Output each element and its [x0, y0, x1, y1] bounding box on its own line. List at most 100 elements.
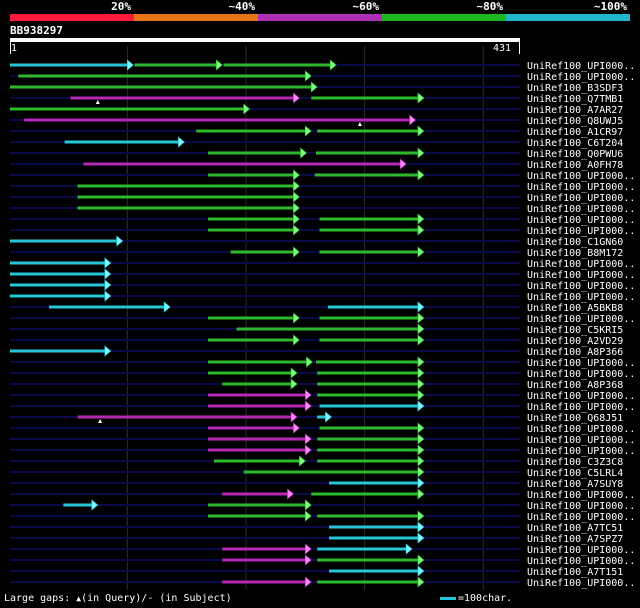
hit-label[interactable]: UniRef100_B3SDF3 [527, 83, 623, 94]
hit-label[interactable]: UniRef100_C6T204 [527, 138, 623, 149]
hit-label[interactable]: UniRef100_UPI000.. [527, 490, 635, 501]
hit-label[interactable]: UniRef100_UPI000.. [527, 501, 635, 512]
hit-segment-bar[interactable] [317, 129, 419, 133]
hit-label[interactable]: UniRef100_A7T151 [527, 567, 623, 578]
hit-segment-bar[interactable] [77, 206, 295, 210]
hit-segment[interactable] [63, 499, 99, 511]
hit-segment-bar[interactable] [77, 415, 293, 419]
hit-segment[interactable] [208, 433, 312, 445]
hit-segment[interactable] [10, 59, 134, 71]
hit-segment[interactable] [208, 169, 300, 181]
hit-segment-bar[interactable] [24, 118, 411, 122]
hit-segment-bar[interactable] [230, 250, 295, 254]
hit-label[interactable]: UniRef100_UPI000.. [527, 259, 635, 270]
hit-segment[interactable] [10, 290, 112, 302]
hit-label[interactable]: UniRef100_UPI000.. [527, 193, 635, 204]
hit-segment[interactable] [64, 136, 185, 148]
hit-segment[interactable] [208, 147, 307, 159]
hit-segment-bar[interactable] [10, 107, 245, 111]
hit-segment-bar[interactable] [208, 371, 293, 375]
hit-segment[interactable] [222, 576, 312, 588]
hit-segment-bar[interactable] [63, 503, 93, 507]
hit-label[interactable]: UniRef100_Q68J51 [527, 413, 623, 424]
hit-segment-bar[interactable] [208, 360, 308, 364]
hit-segment[interactable] [329, 532, 425, 544]
hit-label[interactable]: UniRef100_UPI000.. [527, 292, 635, 303]
hit-segment-bar[interactable] [208, 228, 295, 232]
hit-segment[interactable] [10, 235, 124, 247]
hit-segment-bar[interactable] [314, 173, 419, 177]
hit-segment[interactable] [10, 279, 112, 291]
hit-label[interactable]: UniRef100_B8M172 [527, 248, 623, 259]
hit-segment[interactable] [208, 389, 312, 401]
hit-segment[interactable] [10, 345, 112, 357]
hit-segment-bar[interactable] [223, 63, 332, 67]
hit-segment[interactable] [208, 356, 313, 368]
hit-segment[interactable] [317, 411, 332, 423]
hit-segment-bar[interactable] [208, 404, 307, 408]
hit-segment-bar[interactable] [316, 151, 419, 155]
hit-segment-bar[interactable] [222, 492, 289, 496]
hit-segment-bar[interactable] [10, 63, 129, 67]
hit-segment-bar[interactable] [317, 448, 419, 452]
hit-segment[interactable] [222, 488, 294, 500]
hit-segment[interactable] [327, 301, 425, 313]
hit-label[interactable]: UniRef100_A7SPZ7 [527, 534, 623, 545]
hit-segment-bar[interactable] [317, 580, 419, 584]
hit-label[interactable]: UniRef100_A1CR97 [527, 127, 623, 138]
hit-label[interactable]: UniRef100_UPI000.. [527, 369, 635, 380]
hit-label[interactable]: UniRef100_A7SUY8 [527, 479, 623, 490]
hit-label[interactable]: UniRef100_UPI000.. [527, 281, 635, 292]
hit-segment-bar[interactable] [319, 316, 419, 320]
hit-segment-bar[interactable] [311, 96, 419, 100]
hit-segment[interactable] [77, 180, 300, 192]
hit-segment[interactable] [208, 312, 300, 324]
hit-segment-bar[interactable] [319, 228, 419, 232]
hit-label[interactable]: UniRef100_A8P368 [527, 380, 623, 391]
hit-segment-bar[interactable] [236, 327, 419, 331]
hit-segment-bar[interactable] [214, 459, 301, 463]
hit-segment[interactable] [329, 521, 425, 533]
hit-segment[interactable] [208, 510, 312, 522]
hit-segment-bar[interactable] [196, 129, 307, 133]
hit-label[interactable]: UniRef100_UPI000.. [527, 556, 635, 567]
hit-segment-bar[interactable] [327, 305, 419, 309]
hit-label[interactable]: UniRef100_A2VD29 [527, 336, 623, 347]
hit-segment-bar[interactable] [208, 426, 295, 430]
hit-segment[interactable] [329, 565, 425, 577]
hit-label[interactable]: UniRef100_UPI000.. [527, 435, 635, 446]
hit-label[interactable]: UniRef100_C5KRI5 [527, 325, 623, 336]
hit-segment-bar[interactable] [243, 470, 419, 474]
hit-segment-bar[interactable] [317, 547, 408, 551]
hit-segment[interactable] [317, 367, 425, 379]
hit-segment[interactable] [222, 554, 312, 566]
hit-segment[interactable] [236, 323, 425, 335]
hit-label[interactable]: UniRef100_A5BKB8 [527, 303, 623, 314]
hit-segment-bar[interactable] [222, 547, 307, 551]
hit-segment-bar[interactable] [10, 294, 106, 298]
hit-label[interactable]: UniRef100_UPI000.. [527, 358, 635, 369]
hit-segment[interactable] [319, 224, 425, 236]
hit-segment[interactable] [77, 202, 300, 214]
hit-segment[interactable] [208, 334, 300, 346]
hit-label[interactable]: UniRef100_UPI000.. [527, 215, 635, 226]
hit-segment-bar[interactable] [317, 415, 327, 419]
hit-segment-bar[interactable] [319, 217, 419, 221]
hit-label[interactable]: UniRef100_UPI000.. [527, 402, 635, 413]
hit-segment-bar[interactable] [208, 514, 307, 518]
hit-label[interactable]: UniRef100_UPI000.. [527, 446, 635, 457]
hit-segment[interactable] [223, 59, 337, 71]
hit-label[interactable]: UniRef100_UPI000.. [527, 204, 635, 215]
hit-label[interactable]: UniRef100_A7TC51 [527, 523, 623, 534]
hit-segment[interactable] [214, 455, 306, 467]
hit-segment[interactable] [208, 367, 298, 379]
hit-label[interactable]: UniRef100_UPI000.. [527, 171, 635, 182]
hit-segment-bar[interactable] [208, 393, 307, 397]
hit-segment-bar[interactable] [317, 558, 419, 562]
hit-segment[interactable] [208, 499, 312, 511]
hit-segment[interactable] [319, 400, 425, 412]
hit-segment-bar[interactable] [208, 151, 302, 155]
hit-segment-bar[interactable] [329, 536, 419, 540]
hit-segment[interactable] [196, 125, 312, 137]
hit-segment-bar[interactable] [10, 349, 106, 353]
